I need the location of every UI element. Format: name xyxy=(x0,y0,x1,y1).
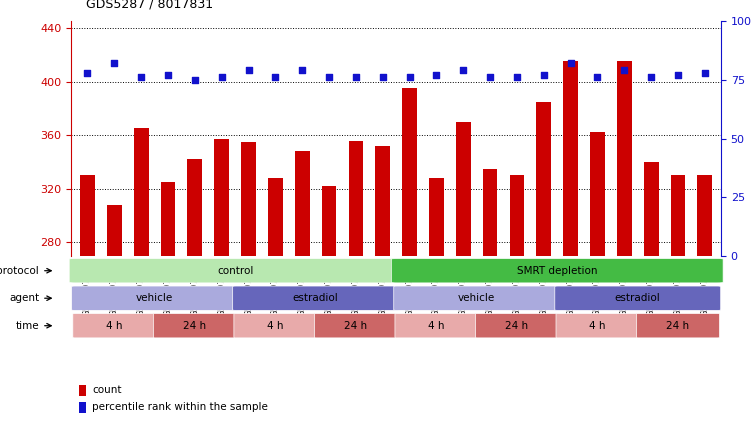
Point xyxy=(699,69,711,76)
Text: count: count xyxy=(92,385,122,395)
FancyBboxPatch shape xyxy=(233,286,399,310)
Point xyxy=(511,74,523,81)
Bar xyxy=(698,176,712,256)
Text: 24 h: 24 h xyxy=(505,321,529,331)
FancyBboxPatch shape xyxy=(394,286,559,310)
Point xyxy=(618,67,630,74)
Text: 4 h: 4 h xyxy=(590,321,606,331)
Point xyxy=(645,74,657,81)
Bar xyxy=(510,176,524,256)
Text: protocol: protocol xyxy=(0,266,39,276)
Bar xyxy=(403,88,417,256)
Point xyxy=(430,72,442,79)
Point xyxy=(135,74,147,81)
Bar xyxy=(295,151,309,256)
Bar xyxy=(376,146,390,256)
Point xyxy=(270,74,282,81)
Point xyxy=(162,72,174,79)
Point xyxy=(403,74,415,81)
Bar xyxy=(483,169,497,256)
Text: 4 h: 4 h xyxy=(106,321,122,331)
Text: percentile rank within the sample: percentile rank within the sample xyxy=(92,402,268,412)
FancyBboxPatch shape xyxy=(71,286,237,310)
FancyBboxPatch shape xyxy=(73,313,155,338)
Text: vehicle: vehicle xyxy=(136,293,173,303)
FancyBboxPatch shape xyxy=(475,313,559,338)
Text: GDS5287 / 8017831: GDS5287 / 8017831 xyxy=(86,0,213,11)
Bar xyxy=(590,132,605,256)
Point xyxy=(377,74,389,81)
Point xyxy=(189,77,201,83)
Bar xyxy=(348,140,363,256)
Text: 24 h: 24 h xyxy=(666,321,689,331)
Point xyxy=(672,72,684,79)
FancyBboxPatch shape xyxy=(234,313,317,338)
Bar xyxy=(536,102,551,256)
Bar xyxy=(79,402,86,413)
Bar xyxy=(644,162,659,256)
Point xyxy=(296,67,308,74)
FancyBboxPatch shape xyxy=(69,258,401,283)
Point xyxy=(565,60,577,67)
Point xyxy=(216,74,228,81)
Bar xyxy=(134,129,149,256)
Bar xyxy=(188,159,202,256)
Point xyxy=(350,74,362,81)
FancyBboxPatch shape xyxy=(556,313,639,338)
Text: agent: agent xyxy=(9,293,39,303)
Text: 24 h: 24 h xyxy=(344,321,367,331)
Bar xyxy=(107,205,122,256)
FancyBboxPatch shape xyxy=(637,313,719,338)
Text: 4 h: 4 h xyxy=(428,321,445,331)
Text: estradiol: estradiol xyxy=(293,293,339,303)
Point xyxy=(81,69,93,76)
FancyBboxPatch shape xyxy=(555,286,721,310)
Bar xyxy=(321,186,336,256)
Point xyxy=(457,67,469,74)
Text: 4 h: 4 h xyxy=(267,321,284,331)
Point xyxy=(592,74,604,81)
Bar xyxy=(617,61,632,256)
Point xyxy=(538,72,550,79)
FancyBboxPatch shape xyxy=(315,313,397,338)
Bar xyxy=(161,182,176,256)
Text: SMRT depletion: SMRT depletion xyxy=(517,266,598,276)
Bar xyxy=(241,142,256,256)
Point xyxy=(323,74,335,81)
Bar xyxy=(214,139,229,256)
Bar xyxy=(429,178,444,256)
Point xyxy=(484,74,496,81)
Bar xyxy=(268,178,282,256)
Bar xyxy=(563,61,578,256)
Bar xyxy=(671,176,686,256)
Point xyxy=(243,67,255,74)
FancyBboxPatch shape xyxy=(391,258,723,283)
Point xyxy=(108,60,120,67)
Text: 24 h: 24 h xyxy=(183,321,207,331)
Text: estradiol: estradiol xyxy=(615,293,661,303)
Text: time: time xyxy=(16,321,39,331)
Bar xyxy=(456,122,471,256)
FancyBboxPatch shape xyxy=(153,313,237,338)
Bar xyxy=(80,176,95,256)
Text: vehicle: vehicle xyxy=(458,293,496,303)
FancyBboxPatch shape xyxy=(395,313,478,338)
Bar xyxy=(79,385,86,396)
Text: control: control xyxy=(217,266,253,276)
